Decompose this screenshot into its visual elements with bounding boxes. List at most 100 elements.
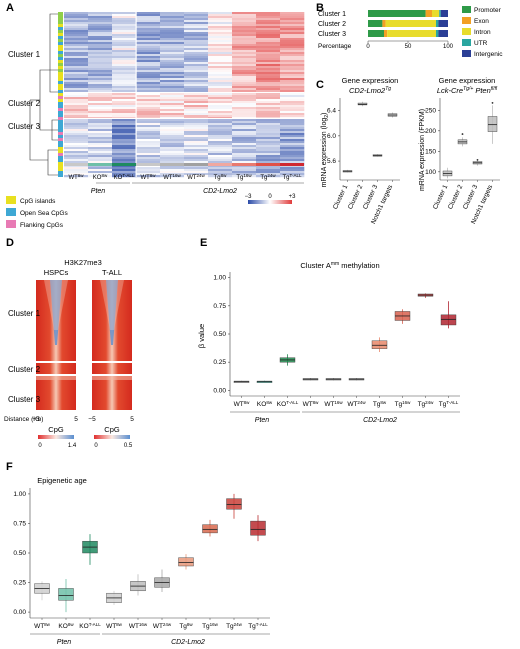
panel-a-cell-cluster-3-wt-8w bbox=[136, 129, 161, 132]
panel-a-cell-cluster-1-tg-8w bbox=[208, 12, 233, 15]
panel-a-cell-cluster-1-ko-t-all bbox=[112, 24, 137, 27]
e-plot-ytick-label: 0.25 bbox=[213, 359, 226, 366]
panel-a-cell-cluster-1-wt-8w bbox=[64, 80, 89, 83]
panel-a-cell-cluster-3-tg-8w bbox=[208, 167, 233, 170]
panel-a-cell-cluster-1-wt-8w bbox=[136, 32, 161, 35]
panel-a-cell-cluster-3-wt-24w bbox=[184, 149, 209, 152]
panel-a-cell-cluster-1-tg-8w bbox=[208, 54, 233, 57]
panel-a-cell-cluster-1-tg-t-all bbox=[280, 56, 305, 59]
panel-a-sample-label-tg-8w: Tg8w bbox=[214, 173, 228, 181]
panel-a-cell-cluster-2-wt-24w bbox=[184, 97, 209, 100]
panel-a-sample-strip bbox=[64, 163, 304, 166]
panel-a-cell-cluster-3-wt-24w bbox=[184, 173, 209, 176]
panel-a-cell-cluster-1-wt-16w bbox=[160, 56, 185, 59]
panel-a-cell-cluster-1-wt-24w bbox=[184, 72, 209, 75]
panel-a-cell-cluster-1-ko-t-all bbox=[112, 54, 137, 57]
panel-a-sample-label-wt-8w: WT8w bbox=[140, 173, 156, 181]
panel-a-cell-cluster-3-wt-8w bbox=[136, 155, 161, 158]
panel-a-cell-cluster-2-wt-8w bbox=[136, 107, 161, 110]
f-plot-ytick-label: 0.25 bbox=[13, 580, 26, 587]
panel-a-cell-cluster-3-ko-t-all bbox=[112, 161, 137, 164]
panel-a-cell-cluster-3-tg-16w bbox=[232, 135, 257, 138]
panel-c-right-subtitle-wrap: Lck-CreTg/+ Ptenfl/fl bbox=[437, 86, 498, 95]
f-plot-xtick-sup-tg-24w: 24w bbox=[234, 622, 243, 627]
panel-a-cell-cluster-3-tg-24w bbox=[256, 161, 281, 164]
panel-a-cluster-gap bbox=[64, 92, 304, 93]
panel-a-heatmap bbox=[64, 12, 305, 178]
panel-a-cell-cluster-3-tg-t-all bbox=[280, 157, 305, 160]
panel-e-group-lmo2: CD2-Lmo2 bbox=[363, 417, 397, 424]
panel-a-cell-cluster-2-ko-8w bbox=[88, 111, 113, 114]
panel-a-cell-cluster-1-tg-8w bbox=[208, 66, 233, 69]
panel-a-cell-cluster-1-tg-24w bbox=[256, 30, 281, 33]
panel-a-cpg-sidebar-segment bbox=[58, 174, 63, 177]
panel-a-cell-cluster-1-tg-t-all bbox=[280, 18, 305, 21]
panel-a-cell-cluster-3-tg-16w bbox=[232, 123, 257, 126]
panel-a-cell-cluster-1-wt-8w bbox=[136, 70, 161, 73]
legend-swatch-open-sea bbox=[6, 208, 16, 216]
f-plot-box-tg-24w bbox=[226, 498, 242, 510]
panel-a-cell-cluster-3-wt-8w bbox=[136, 123, 161, 126]
panel-f-group-pten: Pten bbox=[57, 639, 72, 646]
panel-a-cell-cluster-1-wt-8w bbox=[136, 64, 161, 67]
panel-a-cell-cluster-1-wt-16w bbox=[160, 28, 185, 31]
panel-a-cell-cluster-3-wt-8w bbox=[136, 145, 161, 148]
panel-a-cell-cluster-3-wt-24w bbox=[184, 123, 209, 126]
panel-a-cell-cluster-2-tg-t-all bbox=[280, 105, 305, 108]
panel-a-cell-cluster-1-ko-t-all bbox=[112, 64, 137, 67]
panel-a-cell-cluster-1-tg-16w bbox=[232, 86, 257, 89]
panel-a-cell-cluster-1-tg-8w bbox=[208, 22, 233, 25]
panel-d-cluster-1: Cluster 1 bbox=[8, 309, 41, 318]
panel-a-cell-cluster-1-tg-24w bbox=[256, 36, 281, 39]
panel-a-cell-cluster-2-tg-24w bbox=[256, 115, 281, 118]
panel-a-cell-cluster-2-tg-t-all bbox=[280, 93, 305, 96]
panel-a-strip-tg-8w bbox=[208, 163, 232, 166]
panel-a-cell-cluster-2-tg-24w bbox=[256, 99, 281, 102]
panel-a-cell-cluster-1-tg-24w bbox=[256, 14, 281, 17]
panel-a-cell-cluster-1-wt-24w bbox=[184, 44, 209, 47]
panel-a-cell-cluster-3-tg-24w bbox=[256, 169, 281, 172]
panel-a-cell-cluster-1-wt-8w bbox=[64, 52, 89, 55]
panel-a-cell-cluster-1-ko-8w bbox=[88, 64, 113, 67]
e-plot-xtick-sup-tg-t-all: T-ALL bbox=[446, 400, 459, 405]
panel-a-cell-cluster-1-wt-16w bbox=[160, 46, 185, 49]
panel-a-cell-cluster-3-tg-16w bbox=[232, 167, 257, 170]
panel-e-title-sup: mm bbox=[331, 261, 339, 267]
panel-a-cell-cluster-1-tg-16w bbox=[232, 50, 257, 53]
panel-a-cell-cluster-3-wt-8w bbox=[136, 175, 161, 178]
panel-a-cell-cluster-1-ko-t-all bbox=[112, 88, 137, 91]
panel-a-cell-cluster-1-wt-8w bbox=[136, 50, 161, 53]
panel-a-strip-ko-8w bbox=[88, 163, 112, 166]
panel-a-cell-cluster-3-wt-24w bbox=[184, 147, 209, 150]
panel-a-cell-cluster-1-wt-8w bbox=[136, 56, 161, 59]
panel-a-cell-cluster-2-tg-16w bbox=[232, 107, 257, 110]
panel-a-cell-cluster-1-wt-16w bbox=[160, 68, 185, 71]
panel-a-cell-cluster-3-ko-8w bbox=[88, 149, 113, 152]
panel-a-cell-cluster-3-tg-8w bbox=[208, 165, 233, 168]
panel-a-cell-cluster-1-wt-16w bbox=[160, 38, 185, 41]
panel-a-cluster-3-label: Cluster 3 bbox=[8, 122, 41, 131]
panel-a-cell-cluster-2-wt-24w bbox=[184, 101, 209, 104]
panel-a-cell-cluster-3-ko-8w bbox=[88, 155, 113, 158]
panel-a-cell-cluster-3-tg-16w bbox=[232, 173, 257, 176]
panel-a-cell-cluster-3-tg-24w bbox=[256, 135, 281, 138]
panel-a-cell-cluster-1-tg-8w bbox=[208, 58, 233, 61]
panel-a-cell-cluster-1-tg-t-all bbox=[280, 64, 305, 67]
panel-a-cell-cluster-3-ko-8w bbox=[88, 143, 113, 146]
panel-a-cell-cluster-3-wt-8w bbox=[64, 149, 89, 152]
panel-a-cell-cluster-2-wt-16w bbox=[160, 115, 185, 118]
panel-a-cell-cluster-3-tg-t-all bbox=[280, 129, 305, 132]
panel-a-cell-cluster-1-tg-16w bbox=[232, 72, 257, 75]
panel-a-cell-cluster-1-wt-16w bbox=[160, 64, 185, 67]
panel-a-cell-cluster-3-wt-24w bbox=[184, 157, 209, 160]
panel-a-cell-cluster-1-wt-24w bbox=[184, 28, 209, 31]
panel-a-cell-cluster-1-tg-24w bbox=[256, 20, 281, 23]
panel-a-cell-cluster-1-tg-8w bbox=[208, 34, 233, 37]
panel-a-cell-cluster-1-tg-t-all bbox=[280, 60, 305, 63]
panel-a-cell-cluster-3-tg-24w bbox=[256, 123, 281, 126]
panel-a-cell-cluster-3-ko-t-all bbox=[112, 165, 137, 168]
panel-a-cell-cluster-2-wt-16w bbox=[160, 111, 185, 114]
panel-a-cell-cluster-1-wt-8w bbox=[64, 56, 89, 59]
f-plot-box-tg-16w bbox=[202, 524, 218, 534]
panel-a-cell-cluster-3-tg-24w bbox=[256, 147, 281, 150]
